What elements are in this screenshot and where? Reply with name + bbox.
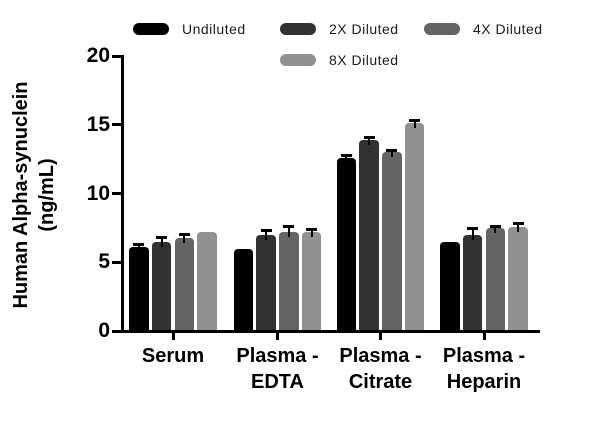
bar-plasma-heparin-undiluted bbox=[440, 241, 460, 331]
x-axis-label-line: Citrate bbox=[348, 371, 413, 393]
bar-serum-8x-diluted bbox=[197, 232, 217, 331]
x-axis-label-line: Serum bbox=[141, 345, 205, 367]
error-bar-stem-plasma-citrate-undiluted bbox=[345, 156, 348, 163]
bar-plasma-citrate-8x-diluted bbox=[404, 123, 425, 331]
error-bar-cap-plasma-citrate-8x-diluted bbox=[409, 118, 421, 122]
bar-plasma-heparin-2x-diluted bbox=[462, 234, 483, 331]
error-bar-cap-plasma-citrate-undiluted bbox=[340, 154, 352, 158]
error-bar-stem-plasma-edta-8x-diluted bbox=[310, 229, 313, 237]
bar-serum-2x-diluted bbox=[151, 241, 172, 331]
error-bar-cap-plasma-edta-8x-diluted bbox=[306, 227, 318, 231]
error-bar-cap-plasma-heparin-8x-diluted bbox=[512, 222, 524, 226]
legend-item-undiluted: Undiluted bbox=[133, 18, 246, 40]
bar-plasma-edta-8x-diluted bbox=[301, 232, 322, 331]
y-axis-spine bbox=[121, 55, 124, 333]
legend-swatch-undiluted bbox=[133, 23, 169, 35]
legend-item-8x-diluted: 8X Diluted bbox=[280, 49, 399, 71]
error-bar-cap-plasma-citrate-2x-diluted bbox=[363, 135, 375, 139]
bar-plasma-edta-4x-diluted bbox=[279, 232, 299, 331]
error-bar-cap-serum-undiluted bbox=[133, 243, 145, 247]
x-axis-label-line: Plasma - bbox=[442, 345, 526, 367]
error-bar-cap-plasma-edta-4x-diluted bbox=[283, 225, 295, 229]
legend-swatch-4x-diluted bbox=[424, 23, 460, 35]
error-bar-stem-plasma-citrate-4x-diluted bbox=[390, 150, 393, 158]
error-bar-stem-plasma-edta-4x-diluted bbox=[287, 227, 290, 237]
bar-plasma-edta-2x-diluted bbox=[256, 234, 276, 331]
x-axis-label-line: EDTA bbox=[251, 371, 304, 393]
error-bar-stem-plasma-citrate-2x-diluted bbox=[368, 137, 371, 145]
error-bar-stem-plasma-edta-2x-diluted bbox=[265, 231, 268, 240]
x-axis-label-line: Plasma - bbox=[339, 345, 422, 367]
error-bar-stem-serum-undiluted bbox=[137, 245, 140, 253]
x-axis-label-plasma-heparin: Plasma - Heparin bbox=[422, 343, 546, 395]
y-tick-mark-5 bbox=[112, 260, 121, 264]
bar-serum-undiluted bbox=[129, 247, 149, 331]
legend-item-4x-diluted: 4X Diluted bbox=[424, 18, 543, 40]
error-bar-cap-plasma-heparin-2x-diluted bbox=[467, 227, 479, 231]
legend-item-2x-diluted: 2X Diluted bbox=[280, 18, 399, 40]
error-bar-stem-plasma-citrate-8x-diluted bbox=[413, 120, 416, 129]
x-tick-mark-plasma-heparin bbox=[482, 333, 486, 340]
error-bar-cap-plasma-heparin-4x-diluted bbox=[489, 224, 501, 228]
legend-swatch-2x-diluted bbox=[280, 23, 316, 35]
x-axis-label-serum: Serum bbox=[111, 343, 235, 369]
bar-plasma-edta-undiluted bbox=[233, 248, 254, 331]
bar-plasma-citrate-2x-diluted bbox=[359, 139, 379, 331]
bar-plasma-heparin-8x-diluted bbox=[508, 226, 528, 331]
error-bar-cap-plasma-citrate-4x-diluted bbox=[386, 148, 398, 152]
y-tick-label-10: 10 bbox=[86, 181, 110, 205]
legend-swatch-8x-diluted bbox=[280, 54, 316, 66]
error-bar-cap-serum-2x-diluted bbox=[156, 235, 168, 239]
y-tick-label-20: 20 bbox=[86, 44, 110, 67]
x-tick-mark-plasma-citrate bbox=[379, 333, 382, 340]
x-tick-mark-serum bbox=[171, 333, 175, 340]
error-bar-stem-plasma-heparin-4x-diluted bbox=[494, 226, 497, 233]
legend-label-2x-diluted: 2X Diluted bbox=[329, 21, 399, 37]
error-bar-stem-plasma-heparin-8x-diluted bbox=[517, 224, 520, 232]
legend-label-8x-diluted: 8X Diluted bbox=[329, 52, 399, 68]
bar-plasma-citrate-4x-diluted bbox=[382, 152, 402, 331]
legend-label-undiluted: Undiluted bbox=[182, 21, 246, 37]
y-tick-mark-15 bbox=[112, 123, 121, 127]
error-bar-stem-serum-2x-diluted bbox=[160, 237, 163, 247]
x-tick-mark-plasma-edta bbox=[276, 333, 279, 340]
x-axis-label-line: Heparin bbox=[446, 371, 522, 393]
bar-plasma-heparin-4x-diluted bbox=[485, 227, 506, 331]
x-axis-label-line: Plasma - bbox=[236, 345, 319, 367]
y-axis-title-line1: Human Alpha-synuclein bbox=[10, 81, 32, 309]
error-bar-stem-serum-4x-diluted bbox=[183, 235, 186, 243]
y-axis-title-line2: (ng/mL) bbox=[36, 158, 58, 232]
y-tick-label-5: 5 bbox=[98, 250, 110, 274]
y-tick-mark-0 bbox=[112, 329, 121, 333]
y-tick-label-0: 0 bbox=[98, 319, 110, 342]
error-bar-cap-serum-4x-diluted bbox=[178, 233, 190, 237]
bar-plasma-citrate-undiluted bbox=[336, 157, 357, 331]
y-tick-mark-10 bbox=[112, 192, 121, 195]
y-tick-mark-20 bbox=[112, 54, 121, 58]
error-bar-stem-plasma-heparin-2x-diluted bbox=[471, 229, 474, 240]
legend-label-4x-diluted: 4X Diluted bbox=[473, 21, 543, 37]
error-bar-cap-plasma-edta-2x-diluted bbox=[260, 229, 272, 233]
x-axis-spine-overlay bbox=[121, 330, 540, 333]
y-tick-label-15: 15 bbox=[86, 112, 110, 136]
x-axis-label-plasma-citrate: Plasma - Citrate bbox=[319, 343, 443, 395]
x-axis-label-plasma-edta: Plasma - EDTA bbox=[216, 343, 340, 395]
bar-serum-4x-diluted bbox=[174, 237, 195, 331]
y-axis-title: Human Alpha-synuclein (ng/mL) bbox=[8, 35, 60, 355]
